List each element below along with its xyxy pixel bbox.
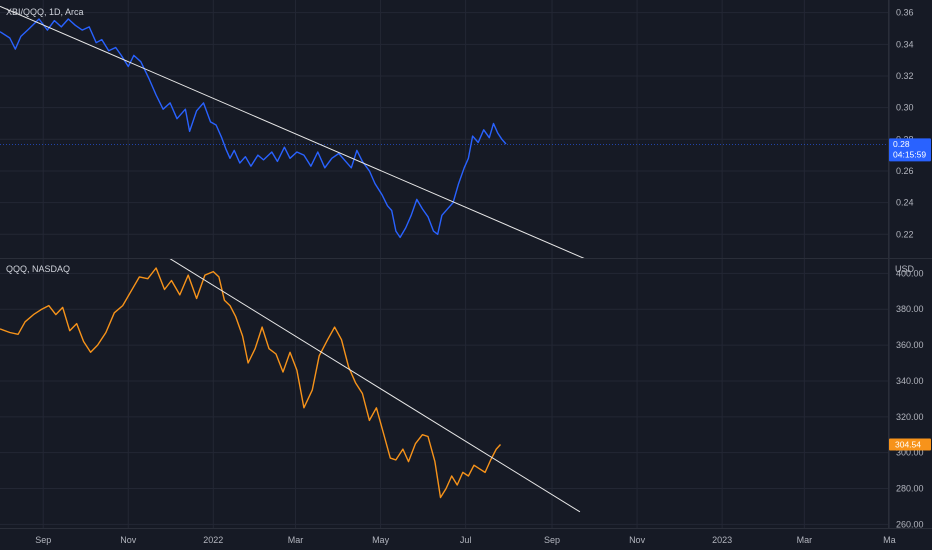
time-axis-label-10: Ma <box>883 535 896 545</box>
last-value-badge <box>889 138 931 162</box>
y-tick-label: 0.36 <box>896 8 914 18</box>
qqq-trendline <box>169 259 581 513</box>
time-axis-label-7: Nov <box>629 535 646 545</box>
y-tick-label: 0.32 <box>896 71 914 81</box>
y-tick-label: 400.00 <box>896 268 924 278</box>
time-axis-label-4: May <box>372 535 390 545</box>
y-tick-label: 360.00 <box>896 340 924 350</box>
qqq-price-line <box>0 267 502 499</box>
countdown-label: 04:15:59 <box>893 149 926 159</box>
y-tick-label: 320.00 <box>896 412 924 422</box>
time-axis-label-8: 2023 <box>712 535 732 545</box>
y-tick-label: 0.30 <box>896 103 914 113</box>
y-tick-label: 260.00 <box>896 519 924 529</box>
y-tick-label: 300.00 <box>896 448 924 458</box>
time-axis-label-2: 2022 <box>203 535 223 545</box>
y-tick-label: 0.26 <box>896 166 914 176</box>
pane-title-ratio: XBI/QQQ, 1D, Arca <box>6 7 84 17</box>
last-value-label: 304.54 <box>895 440 921 450</box>
y-tick-label: 0.24 <box>896 198 914 208</box>
y-tick-label: 380.00 <box>896 304 924 314</box>
qqq-unit-label: USD <box>895 264 915 274</box>
pane-title-qqq: QQQ, NASDAQ <box>6 264 70 274</box>
y-tick-label: 0.22 <box>896 229 914 239</box>
time-axis-label-6: Sep <box>544 535 560 545</box>
xbi-qqq-ratio-line <box>0 18 507 239</box>
y-tick-label: 280.00 <box>896 484 924 494</box>
ratio-trendline <box>0 5 585 258</box>
y-tick-label: 340.00 <box>896 376 924 386</box>
y-tick-label: 0.34 <box>896 39 914 49</box>
time-axis-label-5: Jul <box>460 535 472 545</box>
time-axis-label-9: Mar <box>797 535 813 545</box>
grid-layer <box>0 0 890 528</box>
last-value-badge <box>889 438 931 451</box>
last-value-label: 0.28 <box>893 139 910 149</box>
time-axis-label-0: Sep <box>35 535 51 545</box>
time-axis-label-1: Nov <box>120 535 137 545</box>
time-axis-label-3: Mar <box>288 535 304 545</box>
